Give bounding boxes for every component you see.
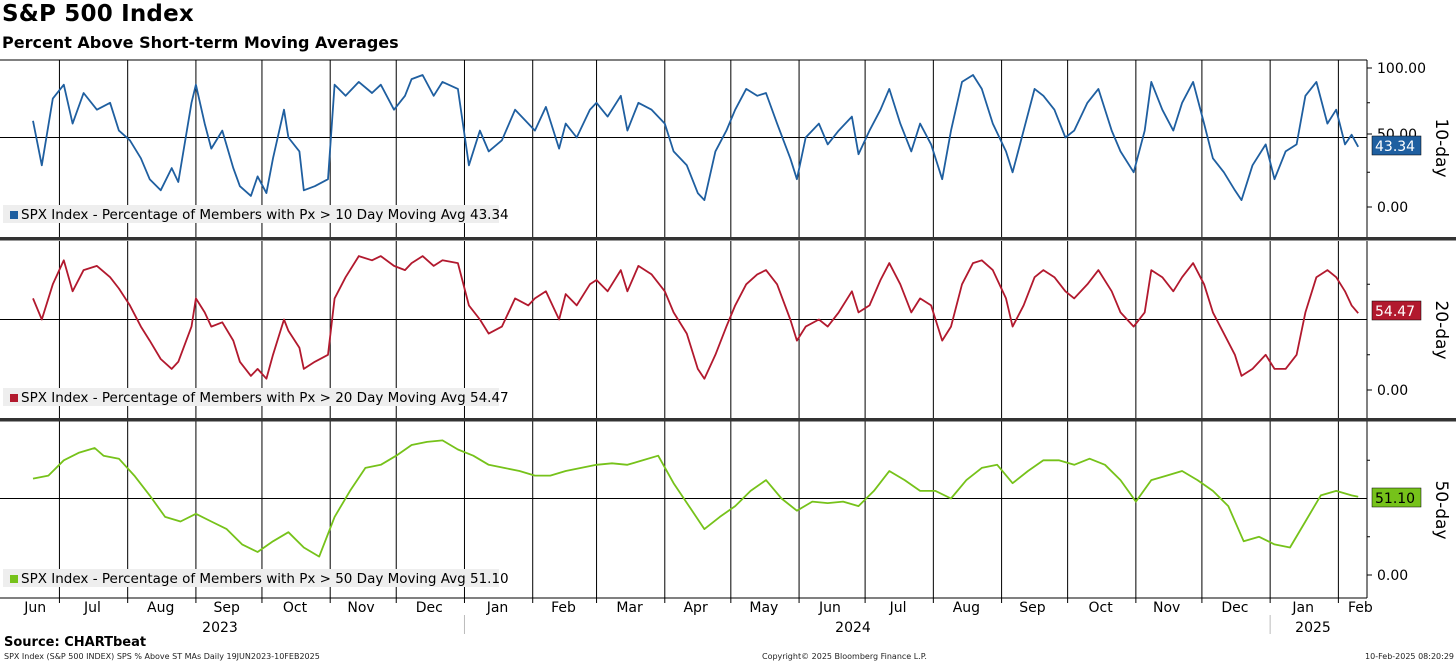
last-value-label: 51.10 — [1375, 491, 1415, 507]
x-tick-label: Oct — [283, 600, 308, 616]
year-label: 2025 — [1295, 620, 1331, 636]
axis-tick-label: 100.00 — [1377, 61, 1426, 77]
legend-box — [3, 388, 499, 406]
x-tick-label: Oct — [1089, 600, 1114, 616]
legend-swatch — [10, 211, 18, 219]
x-tick-label: Aug — [953, 600, 980, 616]
x-tick-label: Jun — [818, 600, 841, 616]
x-tick-label: May — [749, 600, 778, 616]
x-tick-label: Apr — [683, 600, 707, 616]
legend-box — [3, 569, 499, 587]
legend-box — [3, 205, 499, 223]
year-label: 2023 — [202, 620, 238, 636]
legend-text: SPX Index - Percentage of Members with P… — [21, 207, 509, 223]
panel-separator — [0, 418, 1456, 422]
x-tick-label: Aug — [147, 600, 174, 616]
series-line-20-day — [32, 255, 1359, 380]
x-tick-label: Jul — [83, 600, 101, 616]
x-tick-label: Mar — [616, 600, 643, 616]
x-tick-label: Jan — [486, 600, 509, 616]
footer-info: SPX Index (S&P 500 INDEX) SPS % Above ST… — [4, 652, 320, 661]
chart-title: S&P 500 Index — [2, 1, 194, 27]
x-tick-label: Dec — [1221, 600, 1248, 616]
last-value-label: 43.34 — [1375, 139, 1415, 155]
axis-tick-label: 0.00 — [1377, 568, 1408, 584]
last-value-box — [1371, 300, 1422, 321]
series-line-10-day — [32, 74, 1359, 202]
legend-swatch — [10, 394, 18, 402]
x-tick-label: Jun — [23, 600, 46, 616]
x-tick-label: Feb — [551, 600, 576, 616]
last-value-label: 54.47 — [1375, 304, 1415, 320]
panel-separator — [0, 237, 1456, 241]
x-tick-label: Feb — [1348, 600, 1373, 616]
panel-side-label: 20-day — [1431, 300, 1451, 359]
x-tick-label: Nov — [1153, 600, 1180, 616]
legend-text: SPX Index - Percentage of Members with P… — [21, 390, 509, 406]
footer-timestamp: 10-Feb-2025 08:20:29 — [1365, 652, 1454, 661]
panel-side-label: 10-day — [1431, 118, 1451, 177]
footer-copyright: Copyright© 2025 Bloomberg Finance L.P. — [762, 652, 927, 661]
legend-text: SPX Index - Percentage of Members with P… — [21, 571, 509, 587]
x-tick-label: Nov — [347, 600, 374, 616]
panel-side-label: 50-day — [1431, 480, 1451, 539]
series-line-50-day — [32, 439, 1359, 558]
source-note: Source: CHARTbeat — [4, 635, 147, 650]
x-tick-label: Sep — [214, 600, 241, 616]
chart-subtitle: Percent Above Short-term Moving Averages — [2, 33, 399, 52]
legend-swatch — [10, 575, 18, 583]
x-tick-label: Dec — [416, 600, 443, 616]
x-tick-label: Jan — [1291, 600, 1314, 616]
year-label: 2024 — [835, 620, 871, 636]
last-value-box — [1371, 135, 1422, 156]
last-value-box — [1371, 487, 1422, 508]
x-tick-label: Sep — [1019, 600, 1046, 616]
axis-tick-label: 0.00 — [1377, 200, 1408, 216]
x-tick-label: Jul — [889, 600, 907, 616]
axis-tick-label: 0.00 — [1377, 383, 1408, 399]
